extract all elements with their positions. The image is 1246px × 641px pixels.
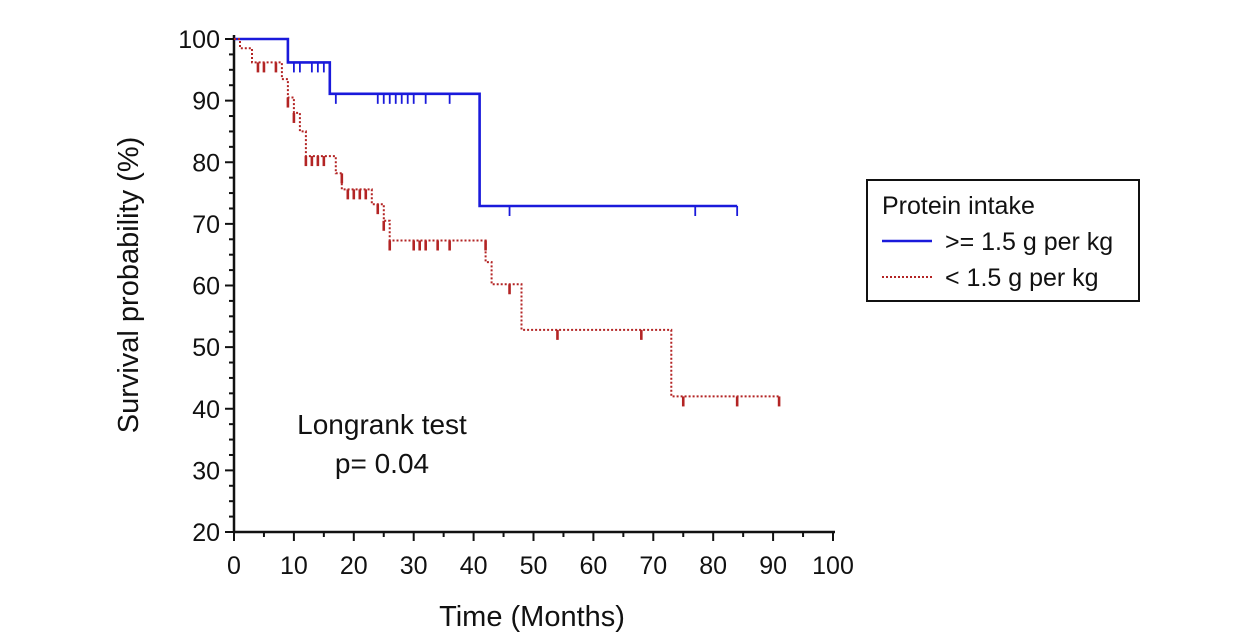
x-tick-label: 0 — [227, 552, 241, 580]
x-tick-label: 90 — [759, 552, 787, 580]
x-tick-label: 80 — [699, 552, 727, 580]
y-tick-label: 100 — [178, 26, 220, 54]
series-1 — [234, 38, 781, 407]
y-tick-label: 70 — [192, 211, 220, 239]
legend-label-low: < 1.5 g per kg — [945, 264, 1099, 292]
annotation-p-value: p= 0.04 — [335, 448, 429, 479]
x-tick-label: 10 — [280, 552, 308, 580]
y-tick-label: 80 — [192, 149, 220, 177]
y-tick-label: 60 — [192, 273, 220, 301]
axes: 0 10 20 30 40 50 60 70 80 90 100 20 30 40 50 60 70 80 90 10… — [178, 26, 854, 580]
y-tick-label: 20 — [192, 519, 220, 547]
series-0 — [234, 37, 739, 217]
x-axis-title: Time (Months) — [439, 601, 625, 633]
survival-curve-line — [234, 38, 780, 398]
x-tick-label: 40 — [460, 552, 488, 580]
x-tick-label: 70 — [639, 552, 667, 580]
x-tick-label: 60 — [579, 552, 607, 580]
y-tick-label: 40 — [192, 396, 220, 424]
y-tick-label: 90 — [192, 88, 220, 116]
x-tick-label: 50 — [520, 552, 548, 580]
y-tick-label: 30 — [192, 457, 220, 485]
plot-area — [234, 37, 781, 407]
legend-title: Protein intake — [882, 192, 1035, 220]
y-axis-title: Survival probability (%) — [113, 137, 145, 434]
x-tick-label: 30 — [400, 552, 428, 580]
legend-label-high: >= 1.5 g per kg — [945, 228, 1113, 256]
annotation-test-name: Longrank test — [297, 409, 467, 440]
x-tick-label: 100 — [812, 552, 854, 580]
survival-curve-line — [234, 37, 738, 208]
x-tick-label: 20 — [340, 552, 368, 580]
legend: Protein intake >= 1.5 g per kg < 1.5 g p… — [866, 179, 1140, 302]
y-tick-label: 50 — [192, 334, 220, 362]
